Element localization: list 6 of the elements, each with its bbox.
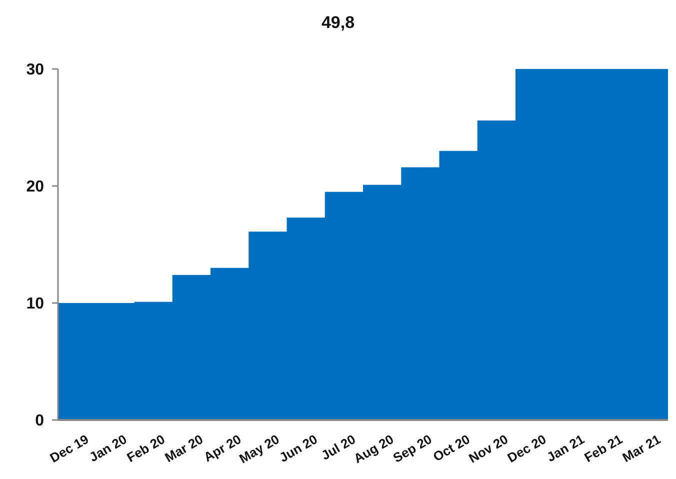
- y-tick-label: 30: [26, 62, 44, 79]
- y-tick-label: 20: [26, 178, 44, 196]
- y-tick-label: 10: [26, 296, 44, 313]
- text: 49,8: [321, 13, 355, 32]
- x-tick-label: Dec 19: [47, 431, 92, 466]
- y-tick-label: 0: [35, 412, 44, 430]
